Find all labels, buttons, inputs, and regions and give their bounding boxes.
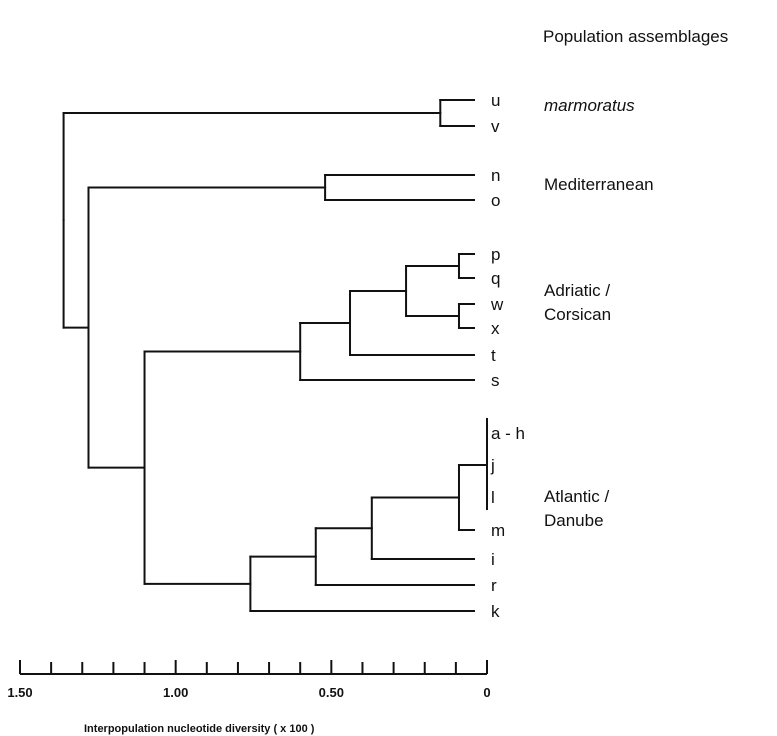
leaf-label: a - h bbox=[491, 424, 525, 443]
group-label: Mediterranean bbox=[544, 175, 654, 194]
x-axis-title: Interpopulation nucleotide diversity ( x… bbox=[84, 723, 315, 735]
leaf-label: q bbox=[491, 269, 500, 288]
leaf-label: r bbox=[491, 576, 497, 595]
group-labels: marmoratus Mediterranean Adriatic / Corsica… bbox=[544, 96, 654, 530]
x-tick-label: 0 bbox=[483, 685, 490, 700]
figure-header: Population assemblages bbox=[543, 27, 728, 46]
leaf-label: t bbox=[491, 346, 496, 365]
x-tick-label: 1.50 bbox=[7, 685, 32, 700]
x-axis: 1.50 1.00 0.50 0 bbox=[7, 660, 491, 700]
leaf-label: s bbox=[491, 371, 500, 390]
leaf-label: m bbox=[491, 521, 505, 540]
group-label: Atlantic / bbox=[544, 487, 609, 506]
leaf-label: x bbox=[491, 319, 500, 338]
x-tick-label: 0.50 bbox=[319, 685, 344, 700]
dendrogram-tree bbox=[62, 99, 488, 612]
leaf-label: p bbox=[491, 245, 500, 264]
leaf-label: v bbox=[491, 117, 500, 136]
leaf-label: u bbox=[491, 91, 500, 110]
group-label: marmoratus bbox=[544, 96, 635, 115]
x-tick-label: 1.00 bbox=[163, 685, 188, 700]
leaf-label: i bbox=[491, 550, 495, 569]
leaf-label: n bbox=[491, 166, 500, 185]
group-label: Corsican bbox=[544, 305, 611, 324]
leaf-label: k bbox=[491, 602, 500, 621]
leaf-label: l bbox=[491, 488, 495, 507]
leaf-label: o bbox=[491, 191, 500, 210]
leaf-label: j bbox=[490, 456, 495, 475]
group-label: Danube bbox=[544, 511, 604, 530]
group-label: Adriatic / bbox=[544, 281, 610, 300]
leaf-label: w bbox=[490, 295, 504, 314]
